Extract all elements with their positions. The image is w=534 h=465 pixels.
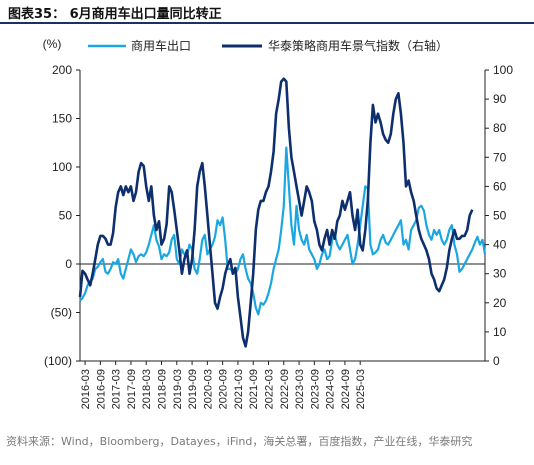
x-tick-label: 2024-03: [325, 369, 337, 409]
legend-label-index: 华泰策略商用车景气指数（右轴）: [268, 38, 448, 53]
left-tick-label: 200: [52, 63, 72, 77]
x-tick-label: 2022-09: [279, 369, 291, 409]
chart-title: 图表35： 6月商用车出口量同比转正: [8, 7, 222, 22]
left-unit-label: (%): [43, 37, 62, 51]
x-tick-label: 2016-09: [95, 369, 107, 409]
right-tick-label: 100: [493, 63, 513, 77]
series-index-line: [78, 77, 474, 348]
right-tick-label: 30: [493, 267, 507, 281]
left-tick-label: 0: [65, 257, 72, 271]
right-tick-label: 60: [493, 179, 507, 193]
x-tick-label: 2018-09: [157, 369, 169, 409]
x-tick-label: 2021-03: [233, 369, 245, 409]
x-tick-label: 2016-03: [80, 369, 92, 409]
x-tick-label: 2020-09: [218, 369, 230, 409]
right-tick-label: 90: [493, 92, 507, 106]
x-tick-label: 2022-03: [263, 369, 275, 409]
x-tick-label: 2019-09: [187, 369, 199, 409]
left-tick-label: (100): [44, 354, 72, 368]
right-tick-label: 0: [493, 354, 500, 368]
left-tick-label: 100: [52, 160, 72, 174]
x-tick-label: 2023-09: [309, 369, 321, 409]
chart: 200150100500(50)(100)(%)1009080706050403…: [43, 37, 514, 409]
source-note: 资料来源：Wind，Bloomberg，Datayes，iFind，海关总署，百…: [6, 435, 473, 448]
right-tick-label: 50: [493, 209, 507, 223]
x-tick-label: 2025-03: [355, 369, 367, 409]
legend-label-export: 商用车出口: [131, 38, 191, 53]
right-tick-label: 40: [493, 238, 507, 252]
right-tick-label: 10: [493, 325, 507, 339]
x-tick-label: 2021-09: [248, 369, 260, 409]
x-tick-label: 2017-09: [126, 369, 138, 409]
series-export-line: [79, 146, 487, 316]
left-tick-label: 150: [52, 112, 72, 126]
x-tick-label: 2023-03: [294, 369, 306, 409]
x-tick-label: 2020-03: [202, 369, 214, 409]
x-tick-label: 2024-09: [340, 369, 352, 409]
x-tick-label: 2019-03: [172, 369, 184, 409]
right-tick-label: 70: [493, 150, 507, 164]
left-tick-label: 50: [59, 209, 73, 223]
x-tick-label: 2018-03: [141, 369, 153, 409]
left-tick-label: (50): [51, 306, 72, 320]
right-tick-label: 80: [493, 121, 507, 135]
x-tick-label: 2017-03: [111, 369, 123, 409]
title-rule: [0, 22, 534, 24]
right-tick-label: 20: [493, 296, 507, 310]
